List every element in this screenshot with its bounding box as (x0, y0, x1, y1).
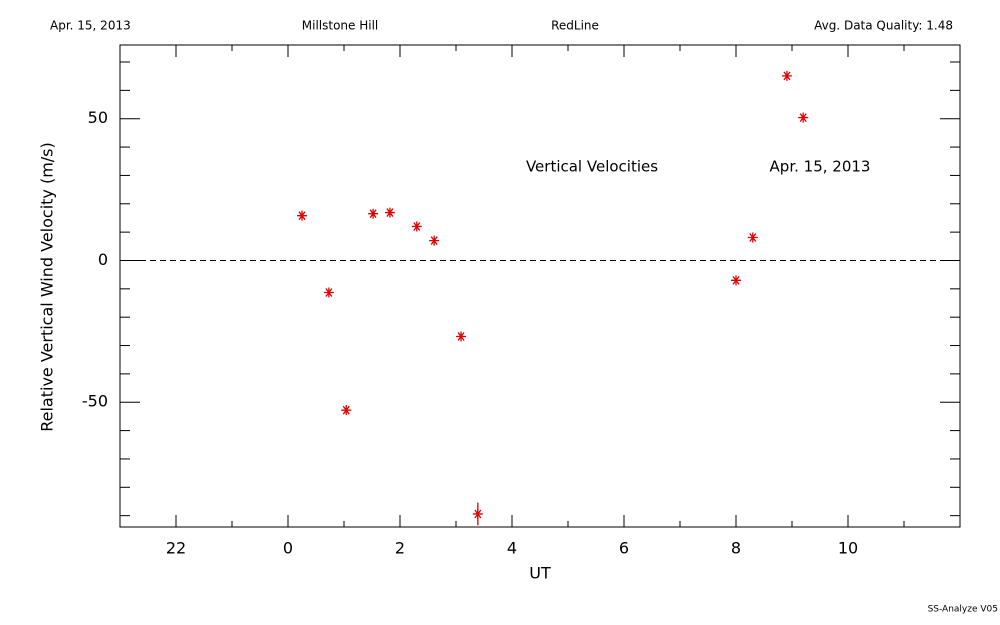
header-quality: Avg. Data Quality: 1.48 (814, 19, 953, 33)
point (456, 331, 467, 342)
point (368, 208, 379, 219)
y-tick-label: -50 (82, 392, 108, 411)
x-tick-label: 4 (507, 539, 517, 558)
x-tick-label: 10 (838, 539, 858, 558)
point (411, 221, 422, 232)
plot-frame (119, 44, 961, 528)
point (472, 508, 483, 519)
x-tick-label: 8 (731, 539, 741, 558)
point (429, 235, 440, 246)
y-axis-label: Relative Vertical Wind Velocity (m/s) (38, 142, 57, 432)
point (341, 405, 352, 416)
x-tick-label: 22 (166, 539, 186, 558)
point (731, 275, 741, 286)
point (798, 112, 809, 123)
header-site: Millstone Hill (302, 19, 378, 33)
x-axis-label: UT (529, 564, 551, 583)
point (384, 207, 395, 218)
x-tick-label: 0 (283, 539, 293, 558)
annotation: Vertical Velocities (526, 158, 658, 176)
footer: SS-Analyze V05 (928, 605, 998, 615)
header-date: Apr. 15, 2013 (50, 19, 131, 33)
annotation: Apr. 15, 2013 (770, 158, 871, 176)
header-line: RedLine (551, 19, 599, 33)
y-tick-label: 50 (88, 108, 108, 127)
point (781, 70, 792, 81)
x-tick-label: 6 (619, 539, 629, 558)
x-tick-label: 2 (395, 539, 405, 558)
point (747, 232, 758, 243)
point (323, 287, 334, 298)
y-tick-label: 0 (98, 250, 108, 269)
point (297, 210, 307, 221)
